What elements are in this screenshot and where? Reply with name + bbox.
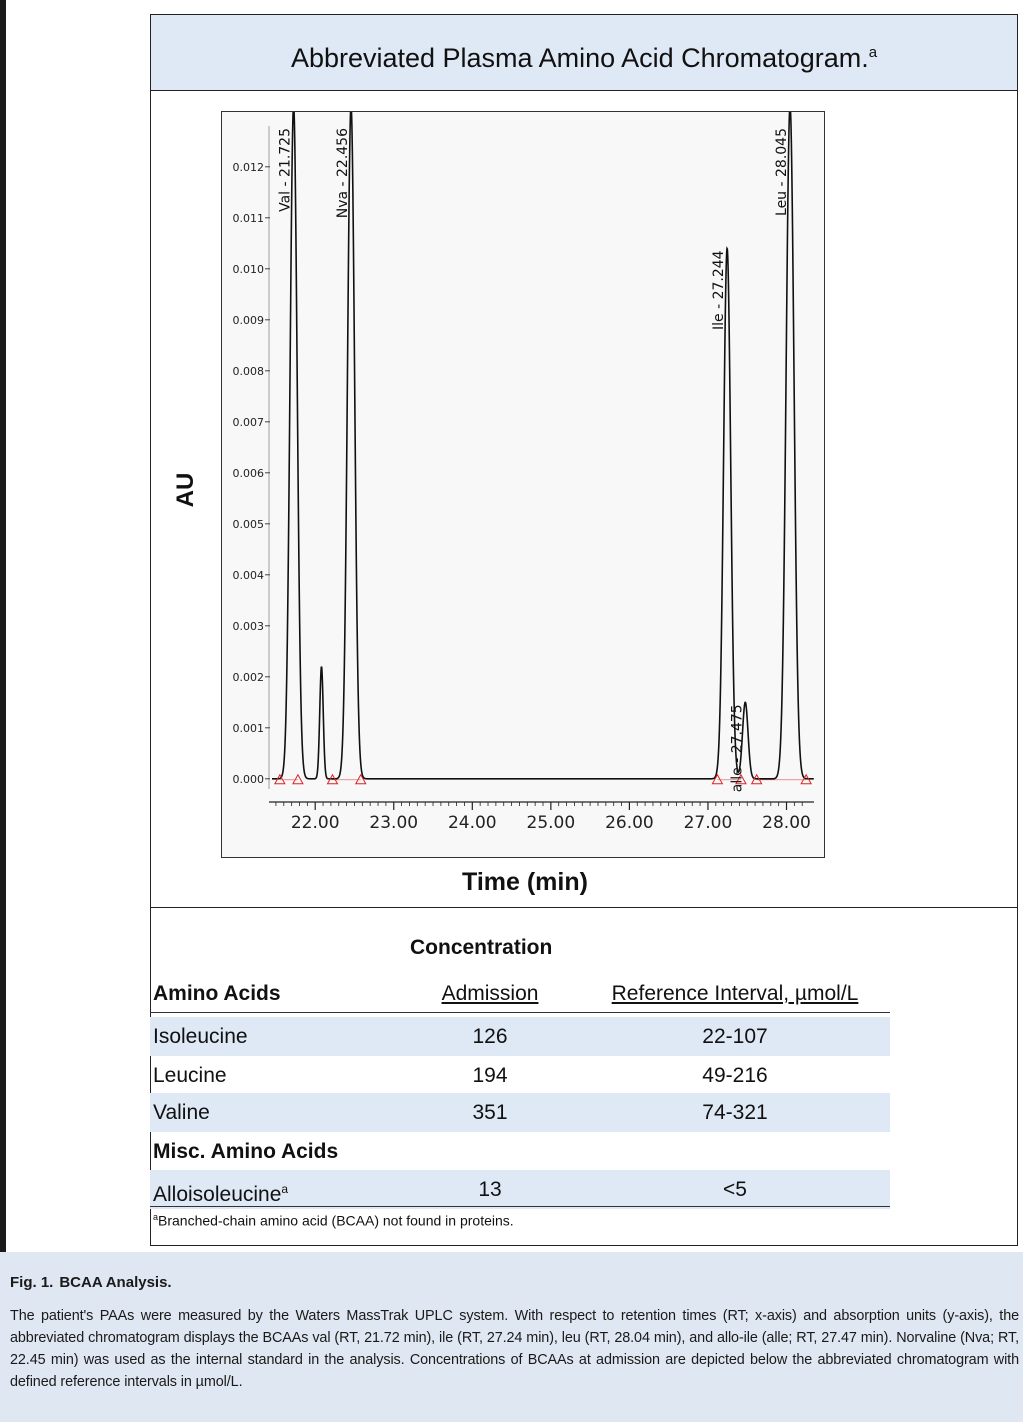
left-margin-rule — [0, 0, 6, 1252]
misc-header-row: Misc. Amino Acids — [150, 1132, 890, 1171]
x-tick-label: 23.00 — [369, 813, 418, 833]
y-tick-label: 0.001 — [233, 722, 265, 735]
row-reference: 22-107 — [702, 1025, 768, 1048]
chromatogram-trace — [272, 112, 814, 780]
chart-table-divider — [150, 907, 1018, 908]
baseline-marker — [274, 773, 286, 785]
x-tick-label: 22.00 — [291, 813, 340, 833]
y-axis-title: AU — [172, 472, 199, 508]
peak-label: alle - 27.475 — [729, 704, 745, 792]
table-row: Valine 351 74-321 — [150, 1093, 890, 1132]
chromatogram-svg: 0.000 0.001 0.002 0.003 0.004 0.005 0.006 0.007… — [233, 112, 814, 833]
caption-heading: Fig. 1. BCAA Analysis. — [10, 1274, 1019, 1291]
row-admission: 351 — [472, 1101, 508, 1124]
row-admission: 13 — [478, 1178, 502, 1201]
row-admission: 126 — [472, 1025, 508, 1048]
row-name: Valine — [153, 1101, 210, 1124]
figure-title: Abbreviated Plasma Amino Acid Chromatogr… — [151, 15, 1017, 91]
y-tick-label: 0.003 — [233, 620, 265, 633]
header-reference-interval: Reference Interval, µmol/L — [611, 982, 859, 1005]
figure-title-text: Abbreviated Plasma Amino Acid Chromatogr… — [290, 43, 869, 73]
row-name: Leucine — [153, 1064, 227, 1087]
baseline-marker — [326, 773, 339, 785]
table-bottom-rule — [150, 1206, 890, 1207]
row-reference: 74-321 — [702, 1101, 768, 1124]
footnote-text: Branched-chain amino acid (BCAA) not fou… — [158, 1212, 514, 1229]
row-name: Alloisoleucinea — [153, 1170, 288, 1214]
x-tick-label: 27.00 — [684, 813, 733, 833]
y-tick-label: 0.010 — [233, 263, 265, 276]
table-row: Isoleucine 126 22-107 — [150, 1017, 890, 1056]
table-header-row: Amino Acids Admission Reference Interval… — [150, 974, 890, 1013]
peak-label: Ile - 27.244 — [711, 250, 727, 330]
baseline-marker — [800, 773, 812, 785]
baseline-marker — [292, 773, 304, 785]
row-reference: 49-216 — [702, 1064, 768, 1087]
caption-text: The patient's PAAs were measured by the … — [10, 1308, 1019, 1390]
row-admission: 194 — [472, 1064, 508, 1087]
table-row: Alloisoleucinea 13 <5 — [150, 1170, 890, 1209]
y-tick-label: 0.004 — [233, 569, 265, 582]
row-name-superscript: a — [281, 1182, 289, 1196]
baseline-marker — [735, 773, 747, 785]
baseline-marker — [711, 773, 724, 785]
caption-title: BCAA Analysis. — [59, 1274, 172, 1291]
table-row: Leucine 194 49-216 — [150, 1056, 890, 1095]
y-tick-label: 0.008 — [233, 365, 265, 378]
concentration-header: Concentration — [410, 936, 553, 959]
x-tick-label: 26.00 — [605, 813, 654, 833]
peak-label: Val - 21.725 — [278, 128, 294, 212]
x-tick-label: 24.00 — [448, 813, 497, 833]
header-amino-acids: Amino Acids — [153, 982, 281, 1005]
x-axis-title: Time (min) — [462, 868, 588, 896]
y-tick-label: 0.002 — [233, 671, 265, 684]
y-tick-label: 0.009 — [233, 314, 265, 327]
row-name-text: Alloisoleucine — [153, 1183, 282, 1206]
table-footnote: aBranched-chain amino acid (BCAA) not fo… — [153, 1212, 514, 1229]
figure-caption: Fig. 1. BCAA Analysis. The patient's PAAs… — [0, 1252, 1023, 1422]
y-tick-label: 0.011 — [233, 212, 265, 225]
x-tick-label: 25.00 — [527, 813, 576, 833]
footnote-superscript: a — [153, 1212, 159, 1222]
y-tick-label: 0.007 — [233, 416, 265, 429]
peak-label: Leu - 28.045 — [774, 128, 790, 216]
peak-label: Nva - 22.456 — [335, 128, 351, 218]
caption-label: Fig. 1. — [10, 1274, 54, 1291]
x-tick-label: 28.00 — [762, 813, 811, 833]
misc-header: Misc. Amino Acids — [153, 1140, 339, 1163]
chromatogram-chart: 0.000 0.001 0.002 0.003 0.004 0.005 0.006 0.007… — [221, 111, 825, 858]
y-tick-label: 0.000 — [233, 773, 265, 786]
figure-title-superscript: a — [868, 44, 878, 61]
row-name: Isoleucine — [153, 1025, 248, 1048]
baseline-marker — [354, 773, 367, 785]
header-rule — [150, 1012, 890, 1013]
y-tick-label: 0.005 — [233, 518, 265, 531]
row-reference: <5 — [723, 1178, 747, 1201]
y-tick-label: 0.012 — [233, 161, 265, 174]
baseline-marker — [750, 773, 763, 785]
header-admission: Admission — [441, 982, 539, 1005]
y-tick-label: 0.006 — [233, 467, 265, 480]
figure-frame: Abbreviated Plasma Amino Acid Chromatogr… — [150, 14, 1018, 1246]
